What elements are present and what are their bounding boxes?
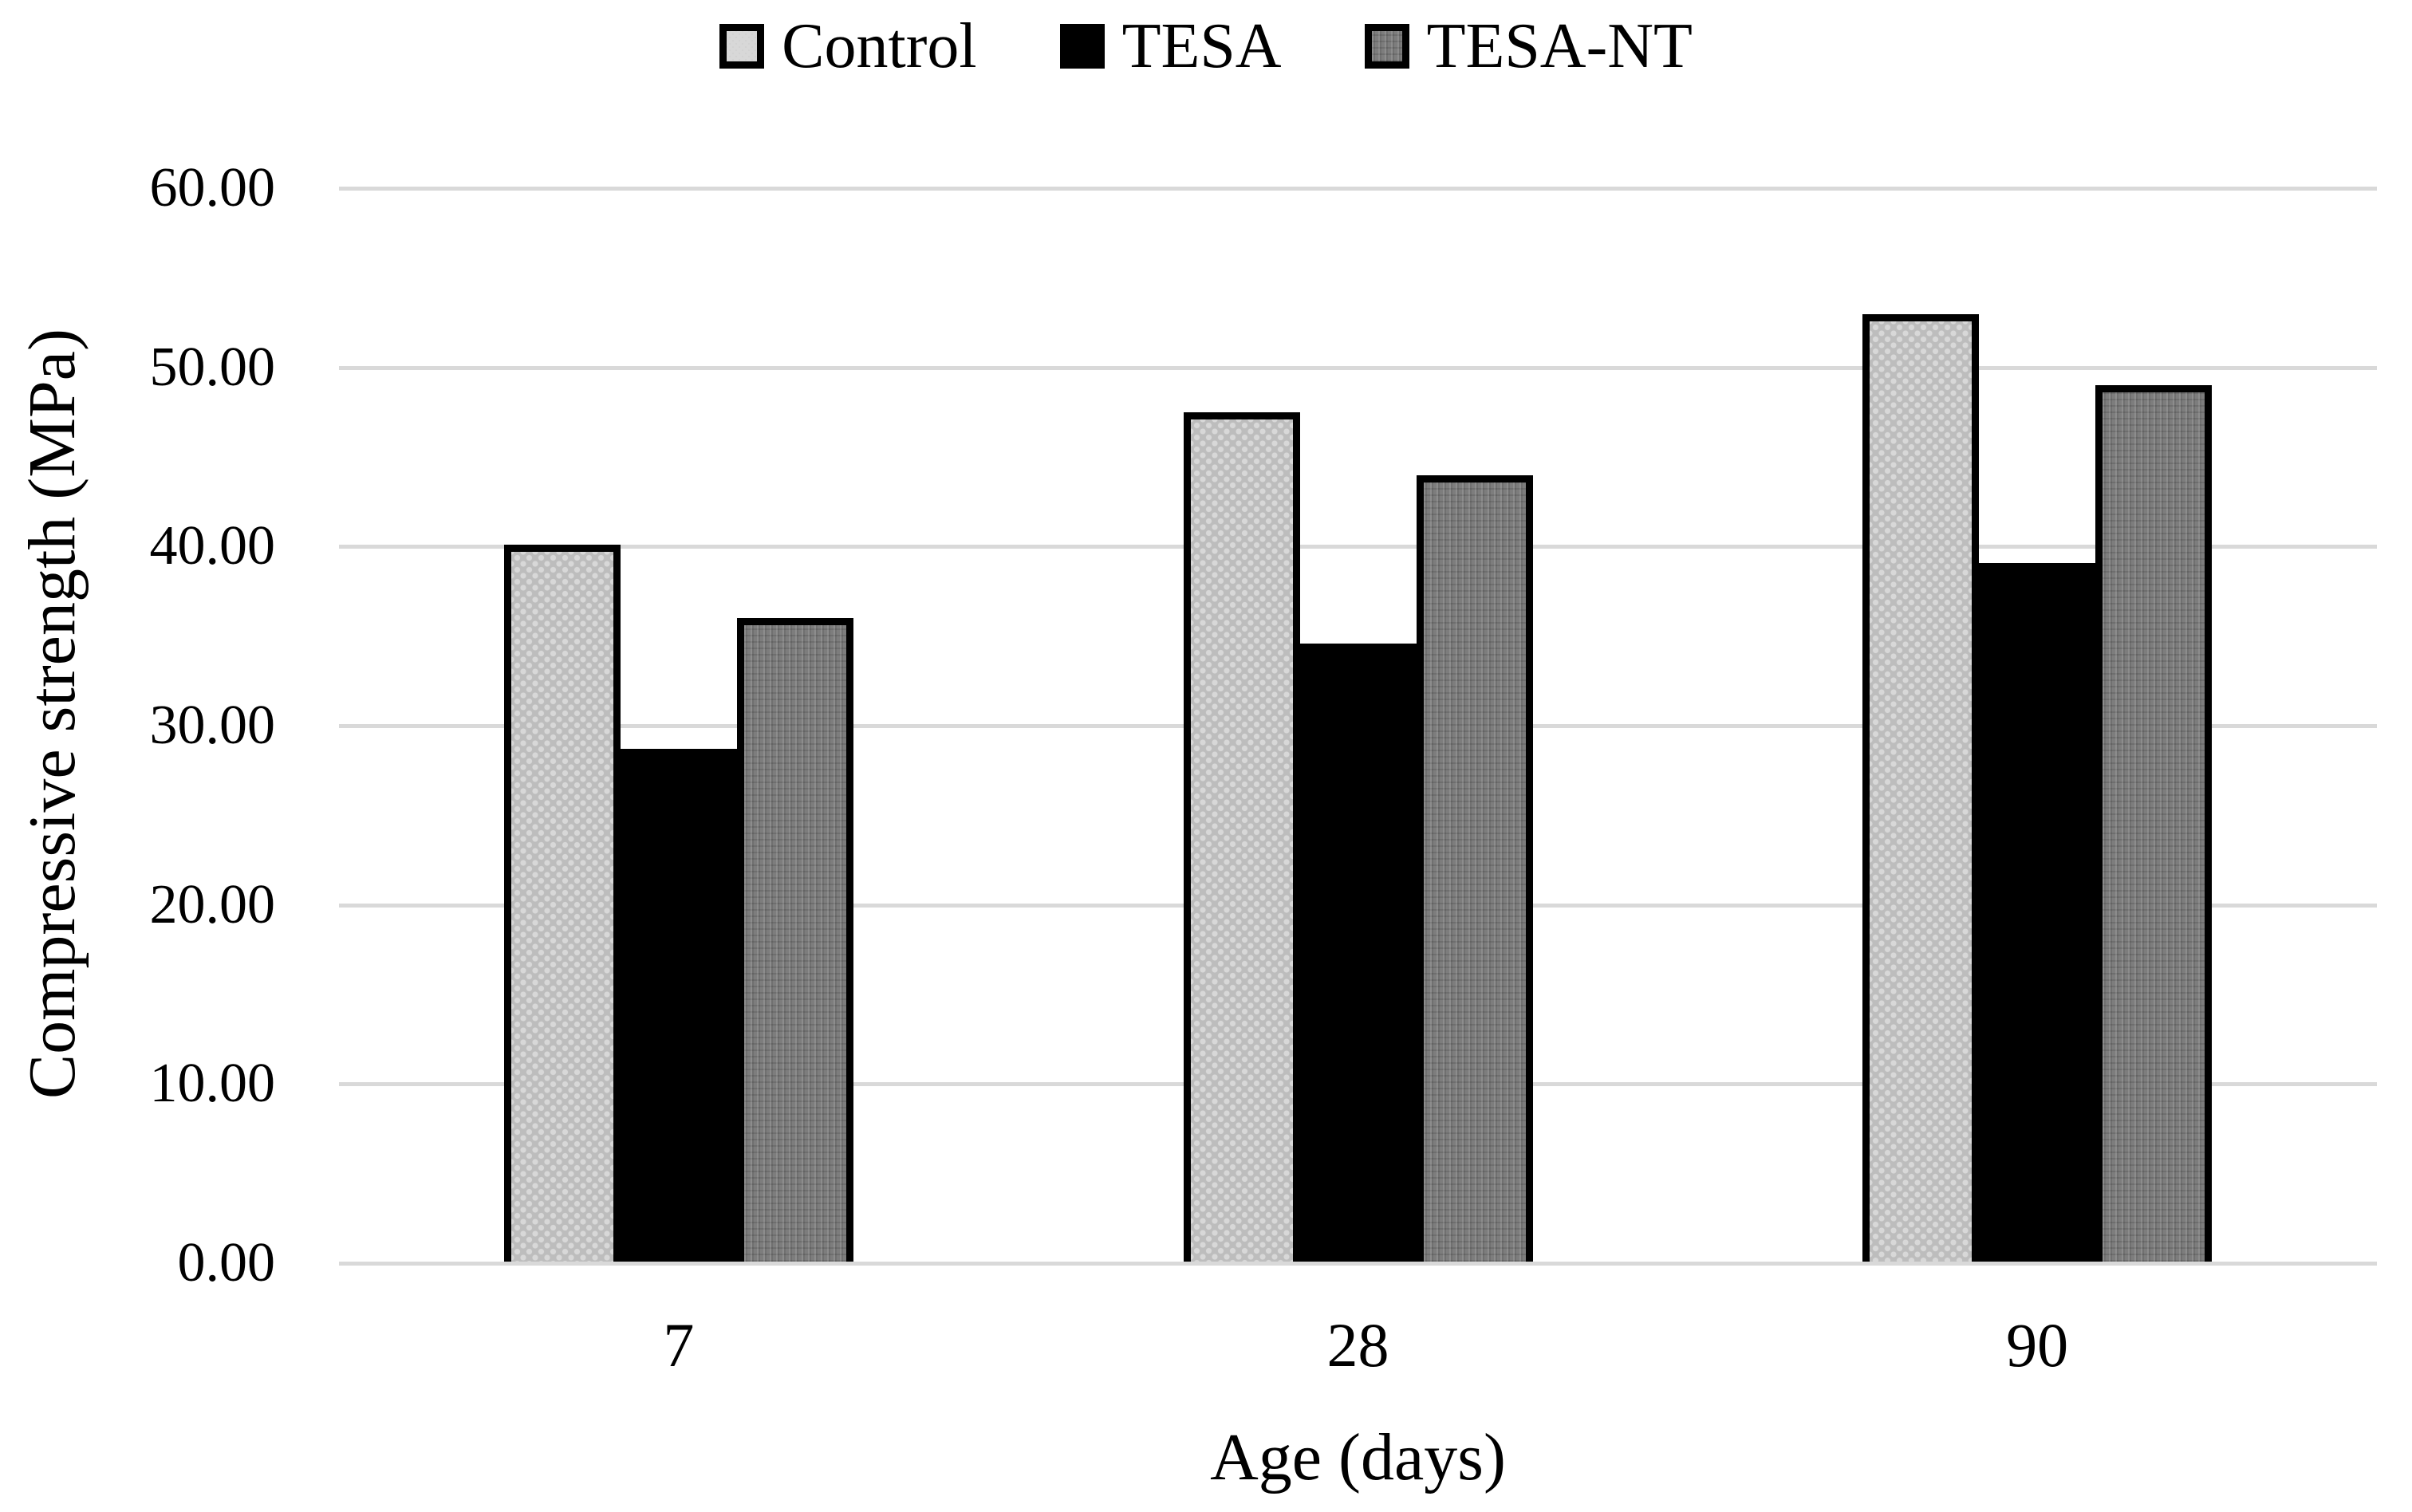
y-tick-label-30: 30.00 — [149, 695, 276, 756]
bar-control-7d — [503, 545, 621, 1262]
legend-label-control: Control — [782, 11, 977, 81]
y-tick-label-40: 40.00 — [149, 515, 276, 577]
bar-tesa-nt-28d — [1416, 474, 1533, 1262]
y-tick-label-0: 0.00 — [177, 1232, 276, 1293]
y-tick-label-60: 60.00 — [149, 157, 276, 219]
legend-label-tesa-nt: TESA-NT — [1426, 11, 1693, 81]
x-tick-label-28: 28 — [1326, 1310, 1389, 1380]
legend: Control TESA TESA-NT — [0, 6, 2412, 86]
bar-tesa-nt-90d — [2095, 385, 2213, 1262]
legend-item-tesa: TESA — [1059, 11, 1282, 81]
bar-tesa-90d — [1979, 562, 2096, 1262]
gridline-50 — [339, 365, 2377, 370]
bar-tesa-nt-7d — [736, 618, 853, 1262]
plot-area — [339, 187, 2377, 1266]
x-tick-label-90: 90 — [2006, 1310, 2069, 1380]
x-axis-title: Age (days) — [1210, 1420, 1506, 1494]
y-tick-label-20: 20.00 — [149, 873, 276, 935]
gridline-0 — [339, 1262, 2377, 1266]
y-tick-label-50: 50.00 — [149, 336, 276, 398]
legend-item-control: Control — [719, 11, 977, 81]
bar-control-28d — [1183, 412, 1300, 1262]
gridline-60 — [339, 187, 2377, 191]
gridline-40 — [339, 545, 2377, 549]
legend-item-tesa-nt: TESA-NT — [1364, 11, 1693, 81]
legend-swatch-tesa-icon — [1059, 24, 1105, 69]
legend-swatch-tesa-nt-icon — [1364, 24, 1409, 69]
bar-tesa-28d — [1299, 643, 1417, 1262]
bar-tesa-7d — [620, 749, 737, 1262]
legend-label-tesa: TESA — [1121, 11, 1282, 81]
bar-control-90d — [1862, 313, 1980, 1262]
x-tick-label-7: 7 — [663, 1310, 695, 1380]
y-tick-label-10: 10.00 — [149, 1053, 276, 1115]
legend-swatch-control-icon — [719, 24, 765, 69]
